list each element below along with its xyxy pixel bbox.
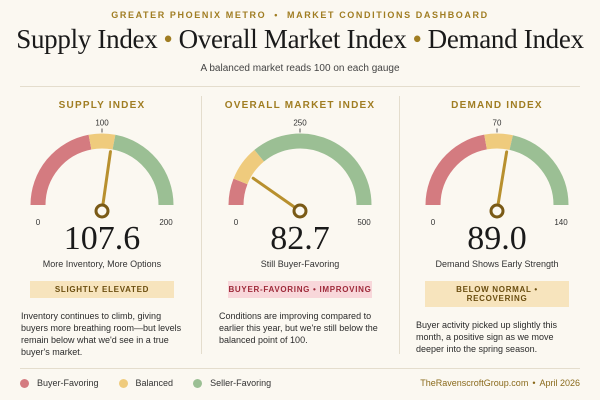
page-title: Supply Index • Overall Market Index • Demand…	[0, 24, 600, 55]
gauge-needle	[251, 176, 302, 213]
seller-zone-arc	[112, 134, 174, 206]
buyer-zone-arc	[30, 134, 92, 206]
supply-gauge: 100 0 200	[30, 119, 174, 225]
mid-label: 70	[493, 119, 502, 128]
gauge-description: Still Buyer-Favoring	[260, 259, 340, 269]
mid-label: 100	[95, 119, 109, 128]
gauge-value: 107.6	[63, 220, 141, 257]
balanced-zone-arc	[484, 133, 513, 150]
dashboard-kicker: Greater Phoenix Metro • Market Conditions …	[0, 10, 600, 20]
max-label: 500	[357, 218, 371, 225]
kicker-separator: •	[274, 10, 279, 20]
gauge-value: 89.0	[467, 220, 527, 257]
legend-item-buyer: Buyer-Favoring	[20, 378, 99, 388]
legend-swatch	[193, 378, 203, 388]
gauge-note: Inventory continues to climb, giving buy…	[21, 311, 182, 357]
region-label: Greater Phoenix Metro	[111, 10, 267, 20]
site-link[interactable]: TheRavenscroftGroup.com	[420, 378, 529, 388]
title-overall: Overall Market Index	[178, 24, 407, 54]
gauge-title: Supply Index	[58, 100, 146, 111]
title-demand: Demand Index	[427, 24, 584, 54]
title-separator: •	[163, 24, 173, 54]
gauge-description: Demand Shows Early Strength	[435, 259, 559, 269]
footer-divider	[20, 368, 580, 369]
min-label: 0	[36, 218, 41, 225]
footer-credit: TheRavenscroftGroup.com • April 2026	[420, 378, 580, 388]
legend-swatch	[20, 378, 29, 388]
buyer-zone-arc	[425, 134, 488, 206]
seller-zone-arc	[254, 133, 372, 206]
gauge-needle	[100, 150, 112, 213]
demand-gauge: 70 0 140	[425, 119, 569, 225]
legend-label: Seller-Favoring	[210, 378, 272, 388]
legend-item-seller: Seller-Favoring	[193, 378, 271, 388]
gauge-value: 82.7	[270, 220, 330, 257]
footer-date: April 2026	[539, 378, 580, 388]
footer-separator: •	[532, 378, 536, 388]
demand-index-card: Demand Index 70 0 140 89.0 Demand Shows Ea…	[408, 92, 586, 362]
title-separator: •	[412, 24, 422, 54]
legend-item-balanced: Balanced	[118, 378, 174, 388]
gauge-description: More Inventory, More Options	[42, 259, 162, 269]
balanced-zone-arc	[88, 133, 116, 150]
max-label: 200	[159, 218, 173, 225]
header-divider	[20, 86, 580, 87]
title-supply: Supply Index	[16, 24, 158, 54]
max-label: 140	[554, 218, 568, 225]
column-divider	[201, 96, 202, 354]
min-label: 0	[431, 218, 436, 225]
gauge-title: Overall Market Index	[224, 100, 376, 111]
legend-label: Buyer-Favoring	[37, 378, 99, 388]
buyer-zone-arc	[228, 178, 248, 206]
gauge-title: Demand Index	[451, 100, 543, 111]
status-badge: Buyer-Favoring • Improving	[228, 281, 372, 298]
overall-market-index-card: Overall Market Index 250 0 500 82.7 Still …	[211, 92, 389, 362]
needle-hub	[292, 203, 308, 219]
seller-zone-arc	[509, 135, 569, 206]
dashboard-label: Market Conditions Dashboard	[287, 10, 489, 20]
column-divider	[399, 96, 400, 354]
gauge-needle	[495, 150, 509, 213]
balanced-zone-arc	[233, 149, 265, 185]
mid-label: 250	[293, 119, 307, 128]
page-subtitle: A balanced market reads 100 on each gaug…	[200, 63, 400, 74]
status-badge: Slightly Elevated	[30, 281, 174, 298]
min-label: 0	[234, 218, 239, 225]
status-badge: Below Normal • Recovering	[425, 281, 569, 307]
legend-swatch	[118, 378, 128, 388]
legend: Buyer-Favoring Balanced Seller-Favoring	[20, 378, 291, 388]
supply-index-card: Supply Index 100 0 200 107.6 More Inventor…	[13, 92, 191, 362]
needle-hub	[489, 203, 505, 219]
legend-label: Balanced	[135, 378, 174, 388]
needle-hub	[94, 203, 110, 219]
gauge-note: Buyer activity picked up slightly this m…	[416, 320, 558, 354]
gauge-note: Conditions are improving compared to ear…	[219, 311, 378, 345]
overall-gauge: 250 0 500	[228, 119, 372, 225]
